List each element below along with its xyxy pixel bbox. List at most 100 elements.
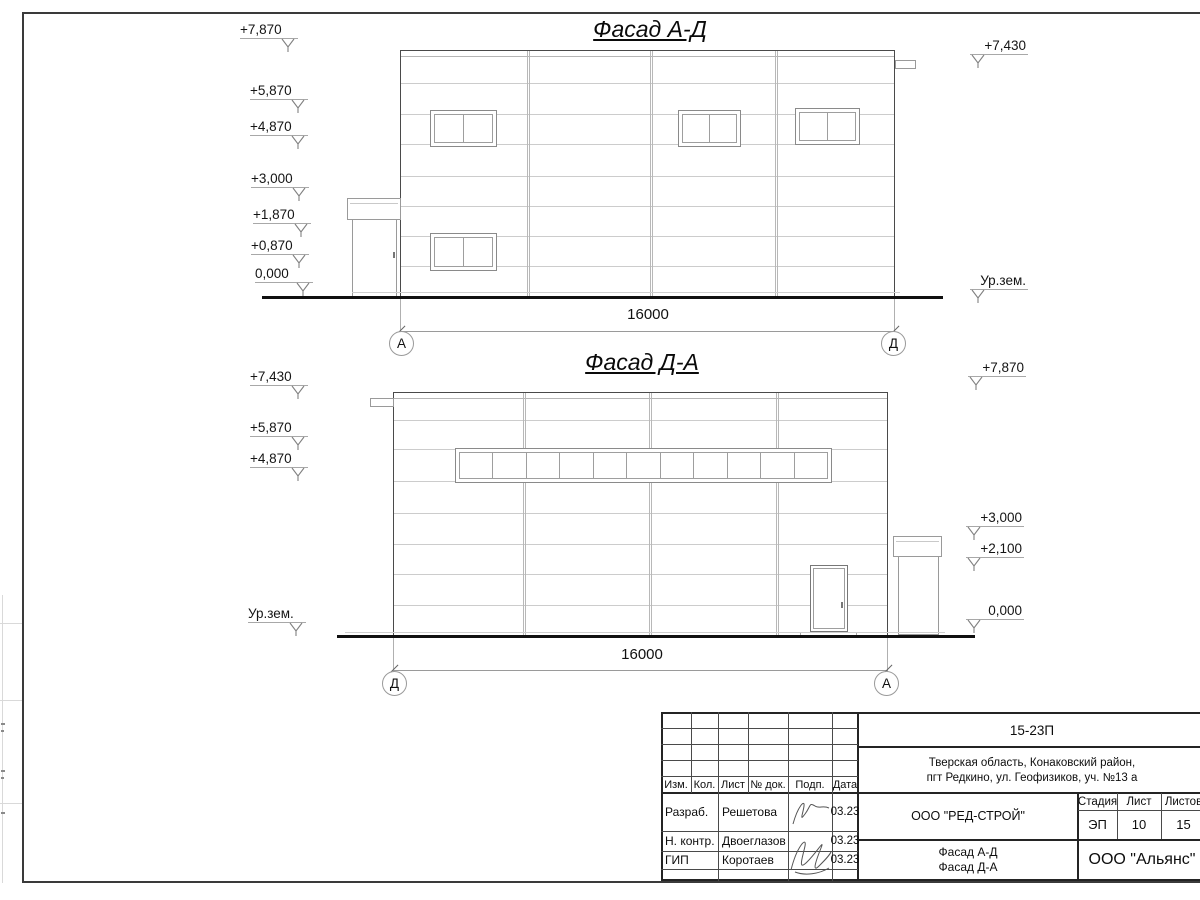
- signer-name: Коротаев: [722, 853, 774, 867]
- margin-divider: [2, 595, 3, 883]
- developer-company: ООО "РЕД-СТРОЙ": [911, 809, 1025, 823]
- panel-joint: [650, 51, 653, 296]
- axis-bubble-right: А: [874, 671, 899, 696]
- extension-line: [400, 299, 401, 337]
- siding-line: [401, 144, 894, 145]
- elevation-arrow-icon: [971, 54, 985, 68]
- panel-joint: [776, 393, 779, 636]
- elevation-mark: +7,870: [968, 360, 1026, 390]
- col-header-ndok: № док.: [750, 778, 786, 791]
- address-line1: Тверская область, Конаковский район,: [928, 756, 1136, 769]
- door-handle: [393, 252, 395, 258]
- elevation-arrow-icon: [281, 38, 295, 52]
- window: [795, 108, 860, 145]
- elevation-value: +7,870: [240, 22, 298, 39]
- dimension-line: [393, 670, 888, 671]
- margin-text-fragment: [1, 723, 5, 725]
- signer-date: 03.23: [830, 806, 860, 818]
- axis-bubble-right: Д: [881, 331, 906, 356]
- elevation-mark: +3,000: [966, 510, 1024, 540]
- elevation-mark: +4,870: [250, 119, 308, 149]
- elevation-value: +4,870: [250, 451, 308, 468]
- siding-line: [401, 206, 894, 207]
- drawing-name-line2: Фасад Д-А: [938, 860, 998, 874]
- entrance-door: [810, 565, 848, 632]
- plinth-line: [352, 292, 900, 293]
- elevation-value: +3,000: [966, 510, 1024, 527]
- porch-canopy: [347, 198, 401, 220]
- signer-name: Двоеглазов: [722, 834, 786, 848]
- signature: [792, 802, 830, 825]
- dimension-value: 16000: [627, 306, 669, 323]
- margin-text-fragment: [1, 812, 5, 814]
- margin-text-fragment: [1, 770, 5, 772]
- margin-divider: [0, 623, 22, 624]
- elevation-value: +5,870: [250, 420, 308, 437]
- dimension-value: 16000: [621, 646, 663, 663]
- project-code: 15-23П: [1009, 722, 1055, 738]
- porch-wall: [352, 220, 397, 297]
- siding-line: [394, 574, 887, 575]
- siding-line: [394, 605, 887, 606]
- axis-bubble-left: Д: [382, 671, 407, 696]
- elevation-mark: +0,870: [251, 238, 309, 268]
- axis-letter: А: [396, 336, 406, 351]
- elevation-arrow-icon: [292, 254, 306, 268]
- col-header-data: Дата: [832, 778, 858, 791]
- elevation-mark: 0,000: [966, 603, 1024, 633]
- porch-canopy: [893, 536, 942, 557]
- siding-line: [401, 176, 894, 177]
- elevation-mark: +7,430: [970, 38, 1028, 68]
- col-header-list: Лист: [721, 778, 745, 791]
- facade-bottom-building: [393, 392, 888, 637]
- elevation-mark: 0,000: [255, 266, 313, 296]
- elevation-arrow-icon: [292, 187, 306, 201]
- elevation-arrow-icon: [291, 385, 305, 399]
- margin-divider: [0, 700, 22, 701]
- roof-pipe: [370, 398, 394, 407]
- panel-joint: [649, 393, 652, 636]
- sheet-label: Лист: [1126, 795, 1152, 808]
- extension-line: [894, 299, 895, 337]
- axis-letter: Д: [888, 336, 899, 351]
- elevation-arrow-icon: [296, 282, 310, 296]
- title-block: Изм. Кол. Лист № док. Подп. Дата Разраб.…: [661, 712, 1200, 881]
- elevation-arrow-icon: [294, 223, 308, 237]
- elevation-value: Ур.зем.: [248, 606, 306, 623]
- siding-line: [394, 513, 887, 514]
- ribbon-window: [455, 448, 832, 483]
- elevation-mark: Ур.зем.: [248, 606, 306, 636]
- elevation-value: Ур.зем.: [970, 273, 1028, 290]
- facade-bottom-title: Фасад Д-А: [585, 349, 699, 375]
- stage-value: ЭП: [1088, 817, 1107, 832]
- elevation-mark: +7,430: [250, 369, 308, 399]
- axis-bubble-left: А: [389, 331, 414, 356]
- elevation-mark: Ур.зем.: [970, 273, 1028, 303]
- sheet-frame-bottom: [22, 881, 1200, 883]
- axis-letter: Д: [389, 676, 400, 691]
- signer-role: Разраб.: [665, 805, 709, 819]
- ground-line: [262, 296, 943, 299]
- signer-name: Решетова: [722, 805, 778, 819]
- parapet-line: [401, 56, 894, 57]
- elevation-value: +3,000: [251, 171, 309, 188]
- organization-name: ООО "Альянс": [1088, 851, 1196, 868]
- extension-line: [393, 638, 394, 676]
- elevation-mark: +3,000: [251, 171, 309, 201]
- panel-joint: [523, 393, 526, 636]
- siding-line: [394, 544, 887, 545]
- elevation-arrow-icon: [967, 619, 981, 633]
- siding-line: [401, 236, 894, 237]
- siding-line: [401, 114, 894, 115]
- signer-role: Н. контр.: [665, 834, 715, 848]
- extension-line: [887, 638, 888, 676]
- window: [430, 233, 497, 271]
- siding-line: [394, 420, 887, 421]
- signer-date: 03.23: [830, 835, 860, 847]
- elevation-mark: +5,870: [250, 83, 308, 113]
- ground-line: [337, 635, 975, 638]
- elevation-value: +0,870: [251, 238, 309, 255]
- elevation-value: +7,430: [970, 38, 1028, 55]
- elevation-mark: +4,870: [250, 451, 308, 481]
